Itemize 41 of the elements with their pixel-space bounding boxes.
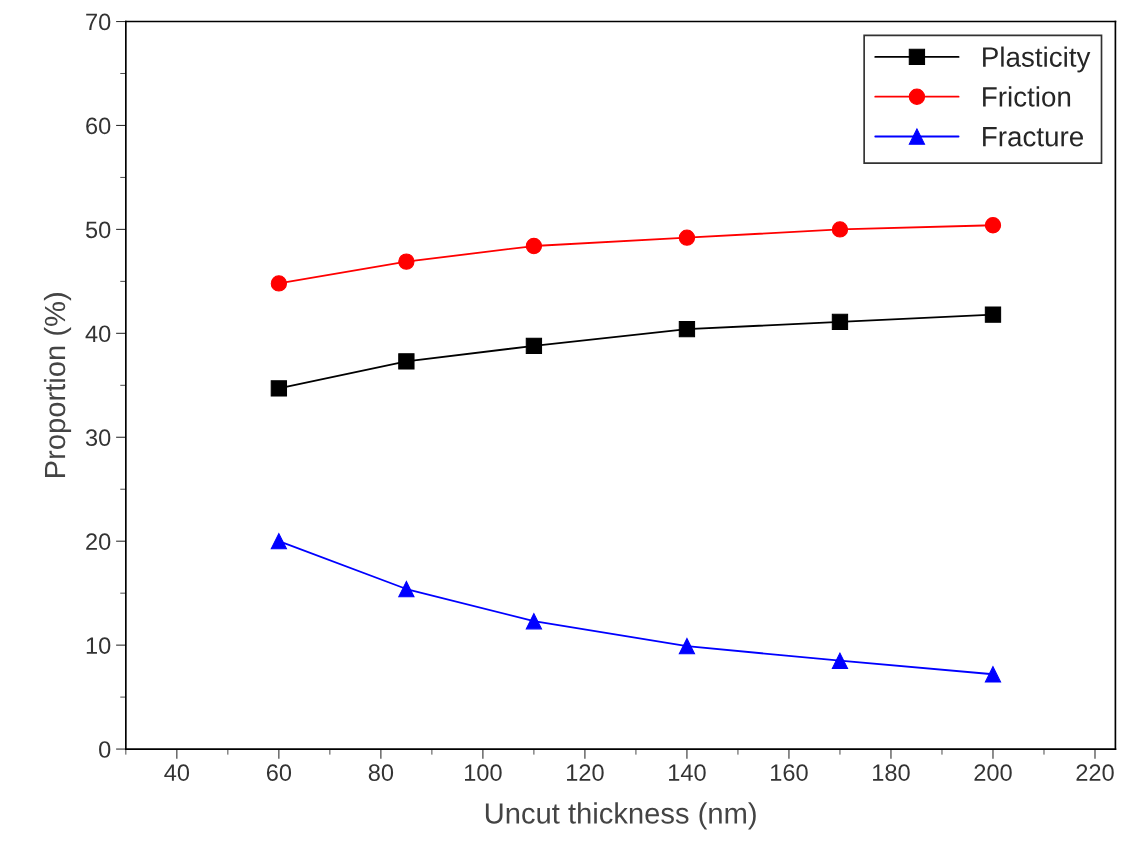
y-tick-label: 50	[85, 221, 111, 239]
point	[984, 217, 1002, 234]
x-tick-label: 160	[771, 764, 808, 781]
legend-label: Plasticity	[983, 46, 1091, 73]
point	[984, 666, 1002, 683]
x-tick-label: 220	[1076, 764, 1114, 781]
point	[525, 237, 543, 255]
point	[270, 275, 288, 292]
point	[398, 353, 415, 370]
x-tick-label: 100	[465, 764, 502, 781]
point	[678, 229, 696, 246]
point	[398, 253, 415, 270]
point	[831, 221, 849, 238]
x-tick-label: 40	[164, 764, 190, 781]
point	[678, 638, 696, 655]
y-tick-label: 40	[85, 325, 111, 343]
point	[525, 613, 543, 630]
point	[525, 337, 543, 354]
y-tick-label: 70	[86, 13, 111, 31]
point	[831, 313, 849, 331]
y-tick-label: 60	[86, 117, 111, 135]
x-tick-label: 60	[266, 764, 292, 781]
point	[831, 652, 849, 669]
y-axis-title: Proportion (%)	[43, 293, 72, 477]
point	[678, 321, 696, 338]
x-axis-title: Uncut thickness (nm)	[485, 802, 756, 830]
x-tick-label: 120	[567, 764, 604, 781]
x-tick-label: 80	[368, 764, 394, 781]
point	[984, 306, 1002, 323]
x-tick-label: 140	[669, 764, 706, 781]
y-tick-label: 20	[86, 533, 111, 550]
legend-label: Fracture	[983, 127, 1083, 147]
y-tick-label: 10	[86, 637, 111, 654]
legend-label: Friction	[983, 86, 1071, 107]
point	[270, 380, 288, 397]
x-tick-label: 200	[974, 764, 1012, 781]
y-tick-label: 30	[85, 429, 111, 447]
x-tick-label: 180	[873, 764, 910, 781]
point	[398, 580, 415, 598]
y-tick-label: 0	[99, 741, 111, 758]
point	[270, 533, 288, 550]
